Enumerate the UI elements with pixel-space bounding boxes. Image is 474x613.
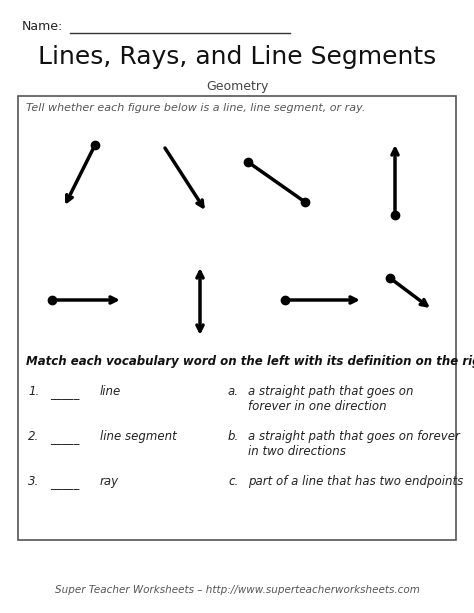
Text: Lines, Rays, and Line Segments: Lines, Rays, and Line Segments <box>38 45 436 69</box>
Bar <box>18 96 456 540</box>
Text: 3.: 3. <box>28 475 39 488</box>
FancyArrowPatch shape <box>197 272 203 331</box>
Text: _____: _____ <box>50 477 79 490</box>
FancyArrowPatch shape <box>52 297 116 303</box>
Text: a.: a. <box>228 385 239 398</box>
Text: Geometry: Geometry <box>206 80 268 93</box>
Text: line segment: line segment <box>100 430 177 443</box>
FancyArrowPatch shape <box>390 278 427 306</box>
FancyArrowPatch shape <box>67 145 95 202</box>
Text: Tell whether each figure below is a line, line segment, or ray.: Tell whether each figure below is a line… <box>26 103 365 113</box>
Text: b.: b. <box>228 430 239 443</box>
Text: ray: ray <box>100 475 119 488</box>
Text: a straight path that goes on
forever in one direction: a straight path that goes on forever in … <box>248 385 413 413</box>
Text: Super Teacher Worksheets – http://www.superteacherworksheets.com: Super Teacher Worksheets – http://www.su… <box>55 585 419 595</box>
FancyArrowPatch shape <box>248 162 305 202</box>
Text: _____: _____ <box>50 432 79 445</box>
Text: 1.: 1. <box>28 385 39 398</box>
Text: Name:: Name: <box>22 20 63 33</box>
Text: _____: _____ <box>50 387 79 400</box>
Text: c.: c. <box>228 475 238 488</box>
Text: line: line <box>100 385 121 398</box>
Text: part of a line that has two endpoints: part of a line that has two endpoints <box>248 475 463 488</box>
FancyArrowPatch shape <box>285 297 356 303</box>
Text: 2.: 2. <box>28 430 39 443</box>
Text: a straight path that goes on forever
in two directions: a straight path that goes on forever in … <box>248 430 460 458</box>
Text: Match each vocabulary word on the left with its definition on the right.: Match each vocabulary word on the left w… <box>26 355 474 368</box>
FancyArrowPatch shape <box>165 148 203 207</box>
FancyArrowPatch shape <box>392 149 398 215</box>
